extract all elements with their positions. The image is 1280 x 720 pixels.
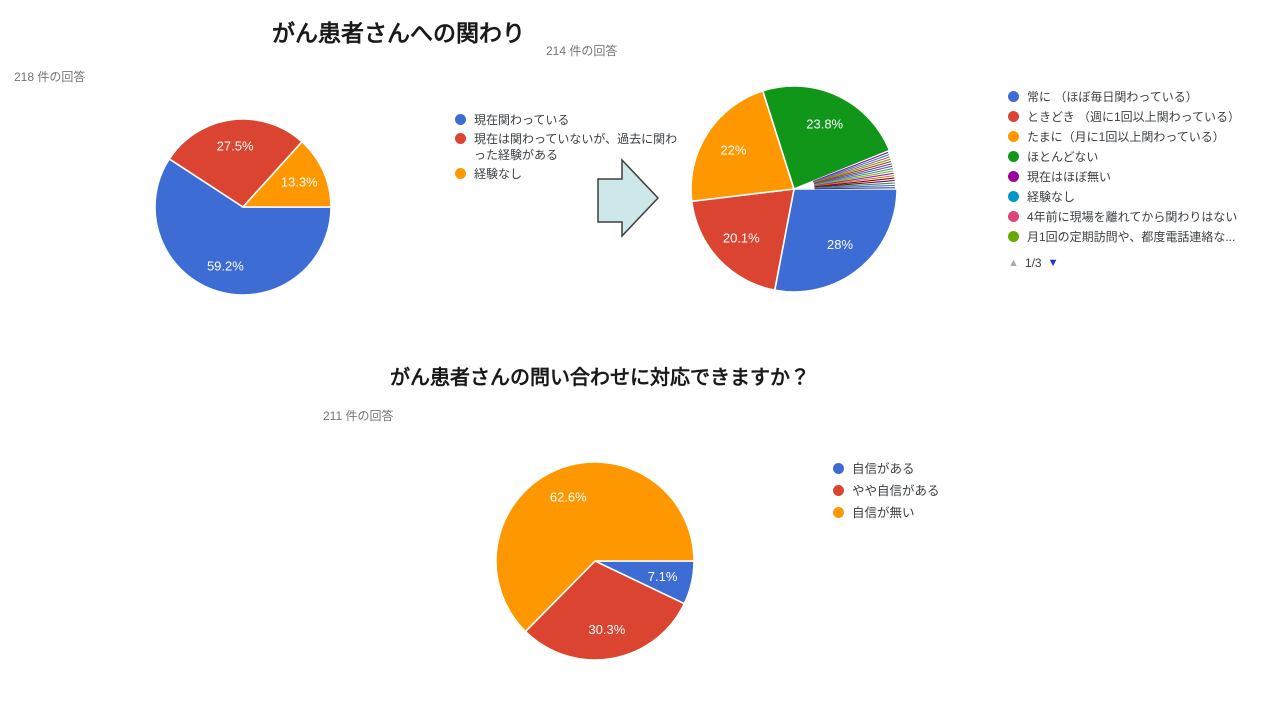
pie-percent-label: 59.2% — [207, 259, 244, 274]
legend-item: 常に （ほぼ毎日関わっている） — [1008, 89, 1272, 105]
pie-slice — [495, 461, 695, 633]
legend-label: やや自信がある — [852, 484, 940, 498]
legend-item: 自信が無い — [833, 505, 1033, 521]
pie-percent-label: 23.8% — [806, 116, 843, 131]
pie-sliver — [813, 154, 890, 183]
legend-item: ほとんどない — [1008, 149, 1272, 165]
pie-sliver — [813, 158, 891, 184]
pie-slice — [773, 188, 898, 293]
legend-item: たまに（月に1回以上関わっている） — [1008, 129, 1272, 145]
legend-label: 自信がある — [852, 462, 915, 476]
pie-sliver — [813, 156, 890, 184]
legend-label: 4年前に現場を離れてから関わりはない — [1027, 210, 1238, 224]
legend-swatch — [1008, 231, 1019, 242]
pie-sliver — [814, 187, 895, 190]
pie-percent-label: 27.5% — [217, 138, 254, 153]
legend-swatch — [455, 168, 466, 179]
pie-sliver — [814, 168, 894, 186]
pie-chart-confidence: 7.1% 30.3% 62.6% — [495, 461, 695, 661]
page-up-icon[interactable]: ▲ — [1008, 257, 1019, 269]
pie-slice — [168, 118, 304, 209]
response-count-confidence: 211 件の回答 — [323, 409, 394, 423]
legend-confidence: 自信があるやや自信がある 自信が無い — [833, 461, 1033, 527]
legend-label: 常に （ほぼ毎日関わっている） — [1027, 90, 1198, 104]
legend-label: 経験なし — [1027, 190, 1076, 204]
question-title: がん患者さんの問い合わせに対応できますか？ — [390, 367, 810, 389]
legend-before: 現在関わっている現在は関わっていないが、過去に関わった経験がある経験なし — [455, 112, 687, 185]
legend-swatch — [1008, 211, 1019, 222]
legend-label: 経験なし — [474, 167, 523, 181]
pie-sliver — [814, 175, 895, 187]
right-arrow-icon — [597, 158, 660, 238]
pie-sliver — [814, 177, 895, 188]
legend-after: 常に （ほぼ毎日関わっている） ときどき （週に1回以上関わっている） たまに（月に… — [1008, 89, 1272, 249]
pie-percent-label: 13.3% — [281, 175, 318, 190]
pie-percent-label: 28% — [827, 237, 853, 252]
response-count-before: 218 件の回答 — [14, 70, 86, 84]
pie-sliver — [813, 163, 892, 185]
pie-sliver — [814, 172, 894, 187]
pie-chart-before: 59.2% 27.5% 13.3% — [154, 118, 332, 296]
legend-label: たまに（月に1回以上関わっている） — [1027, 130, 1225, 144]
pie-percent-label: 20.1% — [723, 231, 760, 246]
legend-item: 経験なし — [455, 166, 687, 182]
legend-swatch — [1008, 171, 1019, 182]
legend-item: 4年前に現場を離れてから関わりはない — [1008, 209, 1272, 225]
pie-sliver — [814, 170, 894, 186]
legend-swatch — [1008, 151, 1019, 162]
pie-slice — [690, 89, 796, 203]
pie-percent-label: 7.1% — [648, 569, 678, 584]
pie-chart-after: 28% 20.1% 22% 23.8% — [690, 85, 898, 293]
legend-pagination: ▲ 1/3 ▼ — [1008, 256, 1058, 270]
legend-label: ほとんどない — [1027, 150, 1099, 164]
legend-swatch — [455, 114, 466, 125]
pie-percent-label: 30.3% — [588, 622, 625, 637]
pie-slice — [761, 85, 891, 191]
legend-label: 現在はほぼ無い — [1027, 170, 1112, 184]
legend-swatch — [833, 507, 844, 518]
legend-item: 経験なし — [1008, 189, 1272, 205]
legend-item: 現在は関わっていないが、過去に関わった経験がある — [455, 131, 687, 163]
legend-label: 自信が無い — [852, 506, 915, 520]
pie-sliver — [814, 179, 895, 188]
legend-label: 月1回の定期訪問や、都度電話連絡な... — [1027, 230, 1236, 244]
pie-slice — [690, 188, 795, 292]
legend-swatch — [1008, 131, 1019, 142]
page-title: がん患者さんへの関わり — [272, 20, 525, 46]
pie-sliver — [813, 151, 889, 183]
legend-label: ときどき （週に1回以上関わっている） — [1027, 110, 1241, 124]
legend-swatch — [833, 463, 844, 474]
legend-label: 現在関わっている — [474, 113, 570, 127]
pie-sliver — [813, 160, 892, 184]
legend-item: 自信がある — [833, 461, 1033, 477]
pie-percent-label: 62.6% — [550, 490, 587, 505]
pie-slice — [241, 140, 332, 208]
legend-item: ときどき （週に1回以上関わっている） — [1008, 109, 1272, 125]
legend-item: 現在はほぼ無い — [1008, 169, 1272, 185]
legend-swatch — [455, 133, 466, 144]
legend-swatch — [1008, 91, 1019, 102]
pie-sliver — [814, 184, 895, 189]
pie-slice — [154, 157, 332, 296]
legend-swatch — [1008, 191, 1019, 202]
legend-item: 月1回の定期訪問や、都度電話連絡な... — [1008, 229, 1272, 245]
pie-percent-label: 22% — [720, 143, 746, 158]
page-indicator: 1/3 — [1024, 256, 1042, 270]
response-count-after: 214 件の回答 — [546, 44, 618, 58]
pie-sliver — [814, 182, 895, 189]
pie-slice — [524, 560, 686, 661]
legend-item: やや自信がある — [833, 483, 1033, 499]
legend-label: 現在は関わっていないが、過去に関わった経験がある — [474, 132, 678, 162]
legend-swatch — [1008, 111, 1019, 122]
pie-sliver — [813, 165, 893, 185]
page-down-icon[interactable]: ▼ — [1047, 257, 1059, 269]
legend-swatch — [833, 485, 844, 496]
legend-item: 現在関わっている — [455, 112, 687, 128]
